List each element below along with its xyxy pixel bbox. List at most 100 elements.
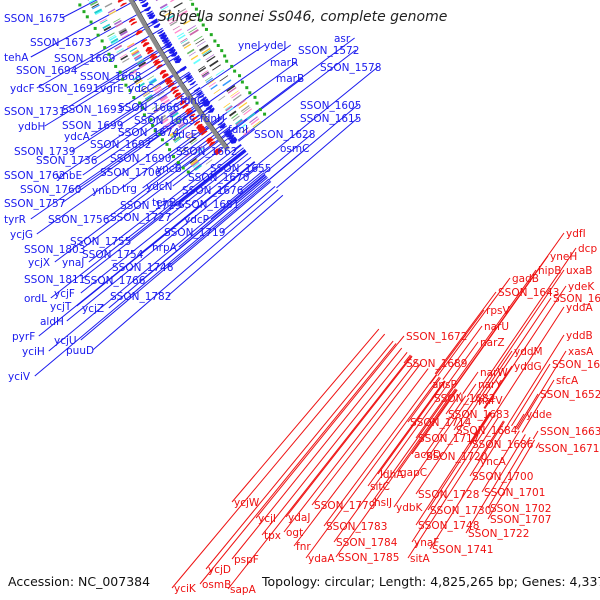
forward-gene-label: ydcA (64, 131, 91, 143)
leader-line (238, 128, 256, 142)
forward-gene-label: SSON_1811 (24, 274, 85, 286)
forward-gene-label: SSON_1578 (320, 62, 381, 74)
reverse-gene-label: sfcA (556, 375, 579, 387)
gc-dot (151, 123, 155, 127)
category-block (223, 102, 231, 109)
category-block (232, 115, 240, 122)
category-block (87, 0, 90, 1)
leader-line (222, 117, 228, 122)
gc-dot (204, 27, 208, 31)
leader-line (177, 150, 247, 206)
reverse-gene-label: SSON_1707 (490, 514, 551, 526)
reverse-gene-arrow (130, 21, 138, 26)
category-block (90, 0, 98, 7)
forward-gene-label: SSON_1782 (110, 291, 171, 303)
category-block (168, 107, 176, 113)
category-block (173, 2, 183, 9)
reverse-gene-arrow (186, 109, 193, 115)
leader-line (48, 172, 265, 352)
leader-line (30, 0, 138, 58)
category-block (153, 107, 161, 113)
category-block (180, 39, 189, 44)
forward-gene-label: SSON_1572 (298, 45, 359, 57)
reverse-gene-arrow (170, 86, 178, 92)
gc-dot (149, 118, 153, 122)
reverse-gene-label: SSON_1741 (432, 544, 493, 556)
reverse-gene-arrow (149, 53, 157, 59)
category-block (174, 28, 182, 34)
category-block (186, 25, 196, 31)
forward-gene-label: yneJ (238, 40, 260, 52)
forward-gene-label: fdnH (200, 113, 225, 125)
forward-gene-arrow (141, 1, 149, 8)
category-block (170, 0, 175, 3)
category-block (176, 32, 185, 38)
category-block (186, 48, 195, 55)
category-block (119, 53, 127, 59)
leader-line (235, 177, 268, 205)
leader-line (445, 392, 462, 415)
leader-line (507, 334, 565, 425)
category-block (157, 91, 165, 97)
gc-dot (186, 170, 190, 174)
reverse-gene-arrow (164, 77, 172, 83)
leader-line (478, 297, 552, 406)
category-block (144, 94, 153, 100)
leader-line (293, 368, 429, 547)
category-block (136, 58, 144, 64)
reverse-gene-arrow (215, 149, 223, 156)
leader-line (516, 393, 539, 430)
leader-line (487, 439, 536, 520)
forward-gene-label: asr (334, 33, 351, 45)
leader-line (397, 389, 457, 473)
gc-dot (172, 155, 176, 159)
category-block (215, 69, 225, 76)
category-block (207, 79, 215, 86)
leader-line (429, 423, 509, 550)
backbone-edge (133, 0, 230, 149)
leader-line (474, 269, 565, 403)
reverse-gene-label: ycjI (258, 513, 276, 525)
leader-line (66, 165, 259, 322)
forward-gene-label: SSON_1731 (4, 106, 65, 118)
forward-gene-label: SSON_1628 (254, 129, 315, 141)
reverse-gene-arrow (142, 42, 150, 48)
category-block (201, 71, 209, 77)
gene-feature-tracks (78, 0, 267, 174)
forward-gene-label: SSON_1760 (20, 184, 81, 196)
reverse-gene-label: yncA (480, 456, 507, 468)
gc-dot (225, 59, 229, 63)
category-block (108, 34, 116, 40)
category-block (177, 121, 185, 127)
leader-line (178, 174, 266, 248)
category-block (224, 104, 232, 110)
leader-line (262, 167, 269, 173)
forward-gene-label: SSON_1719 (164, 227, 225, 239)
category-block (236, 120, 244, 127)
forward-gene-label: marB (276, 73, 304, 85)
reverse-gene-label: hslJ (374, 497, 392, 509)
leader-line (335, 388, 456, 558)
reverse-gene-label: ydaJ (288, 512, 310, 524)
gc-dot (158, 132, 162, 136)
category-block (131, 50, 140, 56)
category-block (115, 22, 124, 28)
gc-dot (233, 69, 237, 73)
leader-line (407, 377, 441, 423)
leader-line (261, 351, 408, 536)
forward-gene-label: SSON_1681 (178, 199, 239, 211)
genome-backbone (128, 0, 230, 151)
leader-line (453, 400, 475, 431)
backbone-ring (128, 0, 229, 151)
category-block (231, 113, 239, 119)
forward-gene-arrow (207, 107, 215, 113)
gc-dot (253, 95, 257, 99)
leader-line (453, 255, 549, 389)
leader-line (93, 87, 201, 161)
forward-gene-arrow (147, 12, 155, 17)
category-block (191, 160, 199, 167)
category-block (243, 129, 251, 136)
leader-line (396, 335, 405, 345)
reverse-gene-label: SSON_1689 (406, 358, 467, 370)
